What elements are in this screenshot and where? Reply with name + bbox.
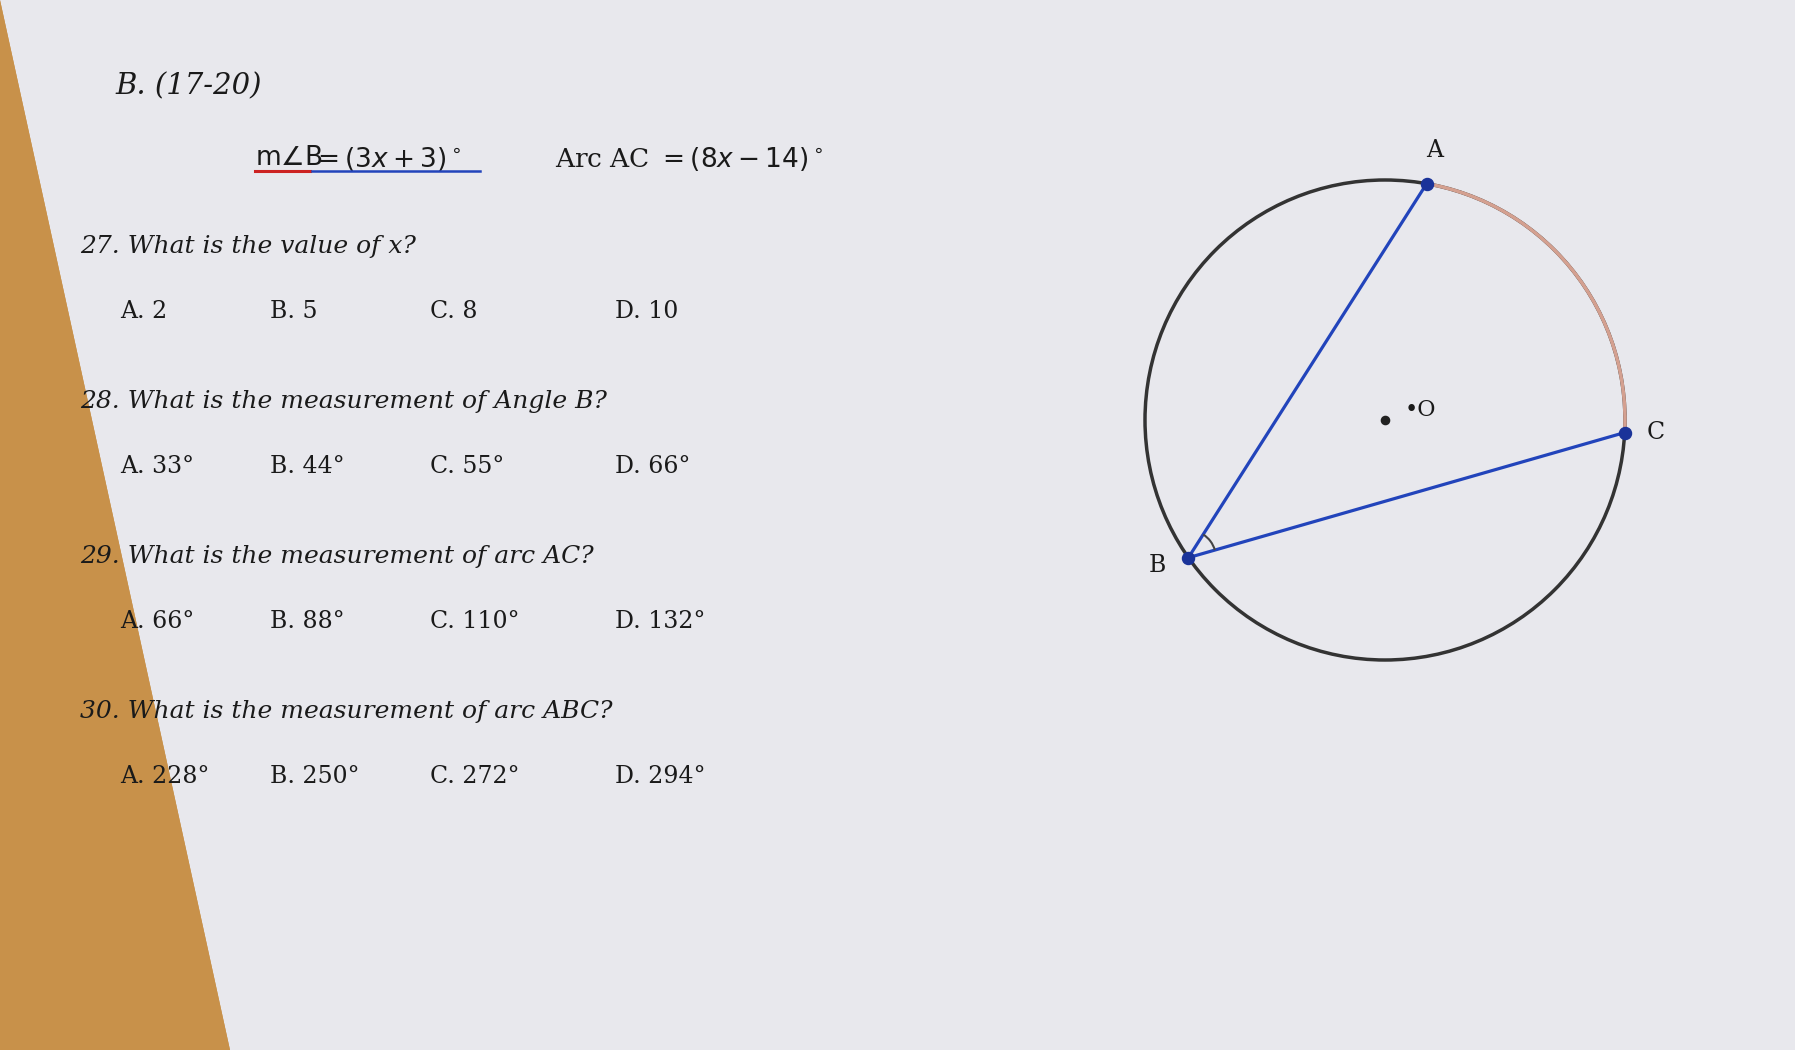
Text: D. 66°: D. 66°	[616, 455, 691, 478]
Text: •O: •O	[1405, 399, 1436, 421]
Text: B. 5: B. 5	[269, 300, 318, 323]
Point	[1413, 175, 1441, 192]
Text: B: B	[1149, 554, 1167, 578]
Text: A. 2: A. 2	[120, 300, 167, 323]
Text: B. (17-20): B. (17-20)	[115, 72, 262, 100]
Text: B. 250°: B. 250°	[269, 765, 359, 788]
Text: C. 110°: C. 110°	[431, 610, 519, 633]
Text: 27. What is the value of x?: 27. What is the value of x?	[81, 235, 416, 258]
Text: Arc AC $= (8x - 14)^\circ$: Arc AC $= (8x - 14)^\circ$	[555, 145, 824, 173]
Text: A: A	[1427, 139, 1443, 162]
Text: $\mathrm{m}{\angle}\mathrm{B}$: $\mathrm{m}{\angle}\mathrm{B}$	[255, 145, 323, 171]
Text: 30. What is the measurement of arc ABC?: 30. What is the measurement of arc ABC?	[81, 700, 612, 723]
Text: 29. What is the measurement of arc AC?: 29. What is the measurement of arc AC?	[81, 545, 594, 568]
Text: A. 228°: A. 228°	[120, 765, 210, 788]
Text: D. 132°: D. 132°	[616, 610, 705, 633]
Text: A. 66°: A. 66°	[120, 610, 194, 633]
Text: D. 10: D. 10	[616, 300, 679, 323]
Text: C. 272°: C. 272°	[431, 765, 519, 788]
Text: B. 44°: B. 44°	[269, 455, 345, 478]
Text: A. 33°: A. 33°	[120, 455, 194, 478]
Point	[1371, 412, 1400, 428]
Text: C. 55°: C. 55°	[431, 455, 504, 478]
Point	[1610, 424, 1639, 441]
Text: $= (3x + 3)^\circ$: $= (3x + 3)^\circ$	[312, 145, 461, 173]
Text: B. 88°: B. 88°	[269, 610, 345, 633]
Text: C. 8: C. 8	[431, 300, 477, 323]
Text: 28. What is the measurement of Angle B?: 28. What is the measurement of Angle B?	[81, 390, 607, 413]
Polygon shape	[0, 0, 230, 1050]
Point	[1174, 549, 1203, 566]
Text: C: C	[1646, 421, 1664, 444]
Polygon shape	[0, 0, 230, 1050]
Text: D. 294°: D. 294°	[616, 765, 705, 788]
